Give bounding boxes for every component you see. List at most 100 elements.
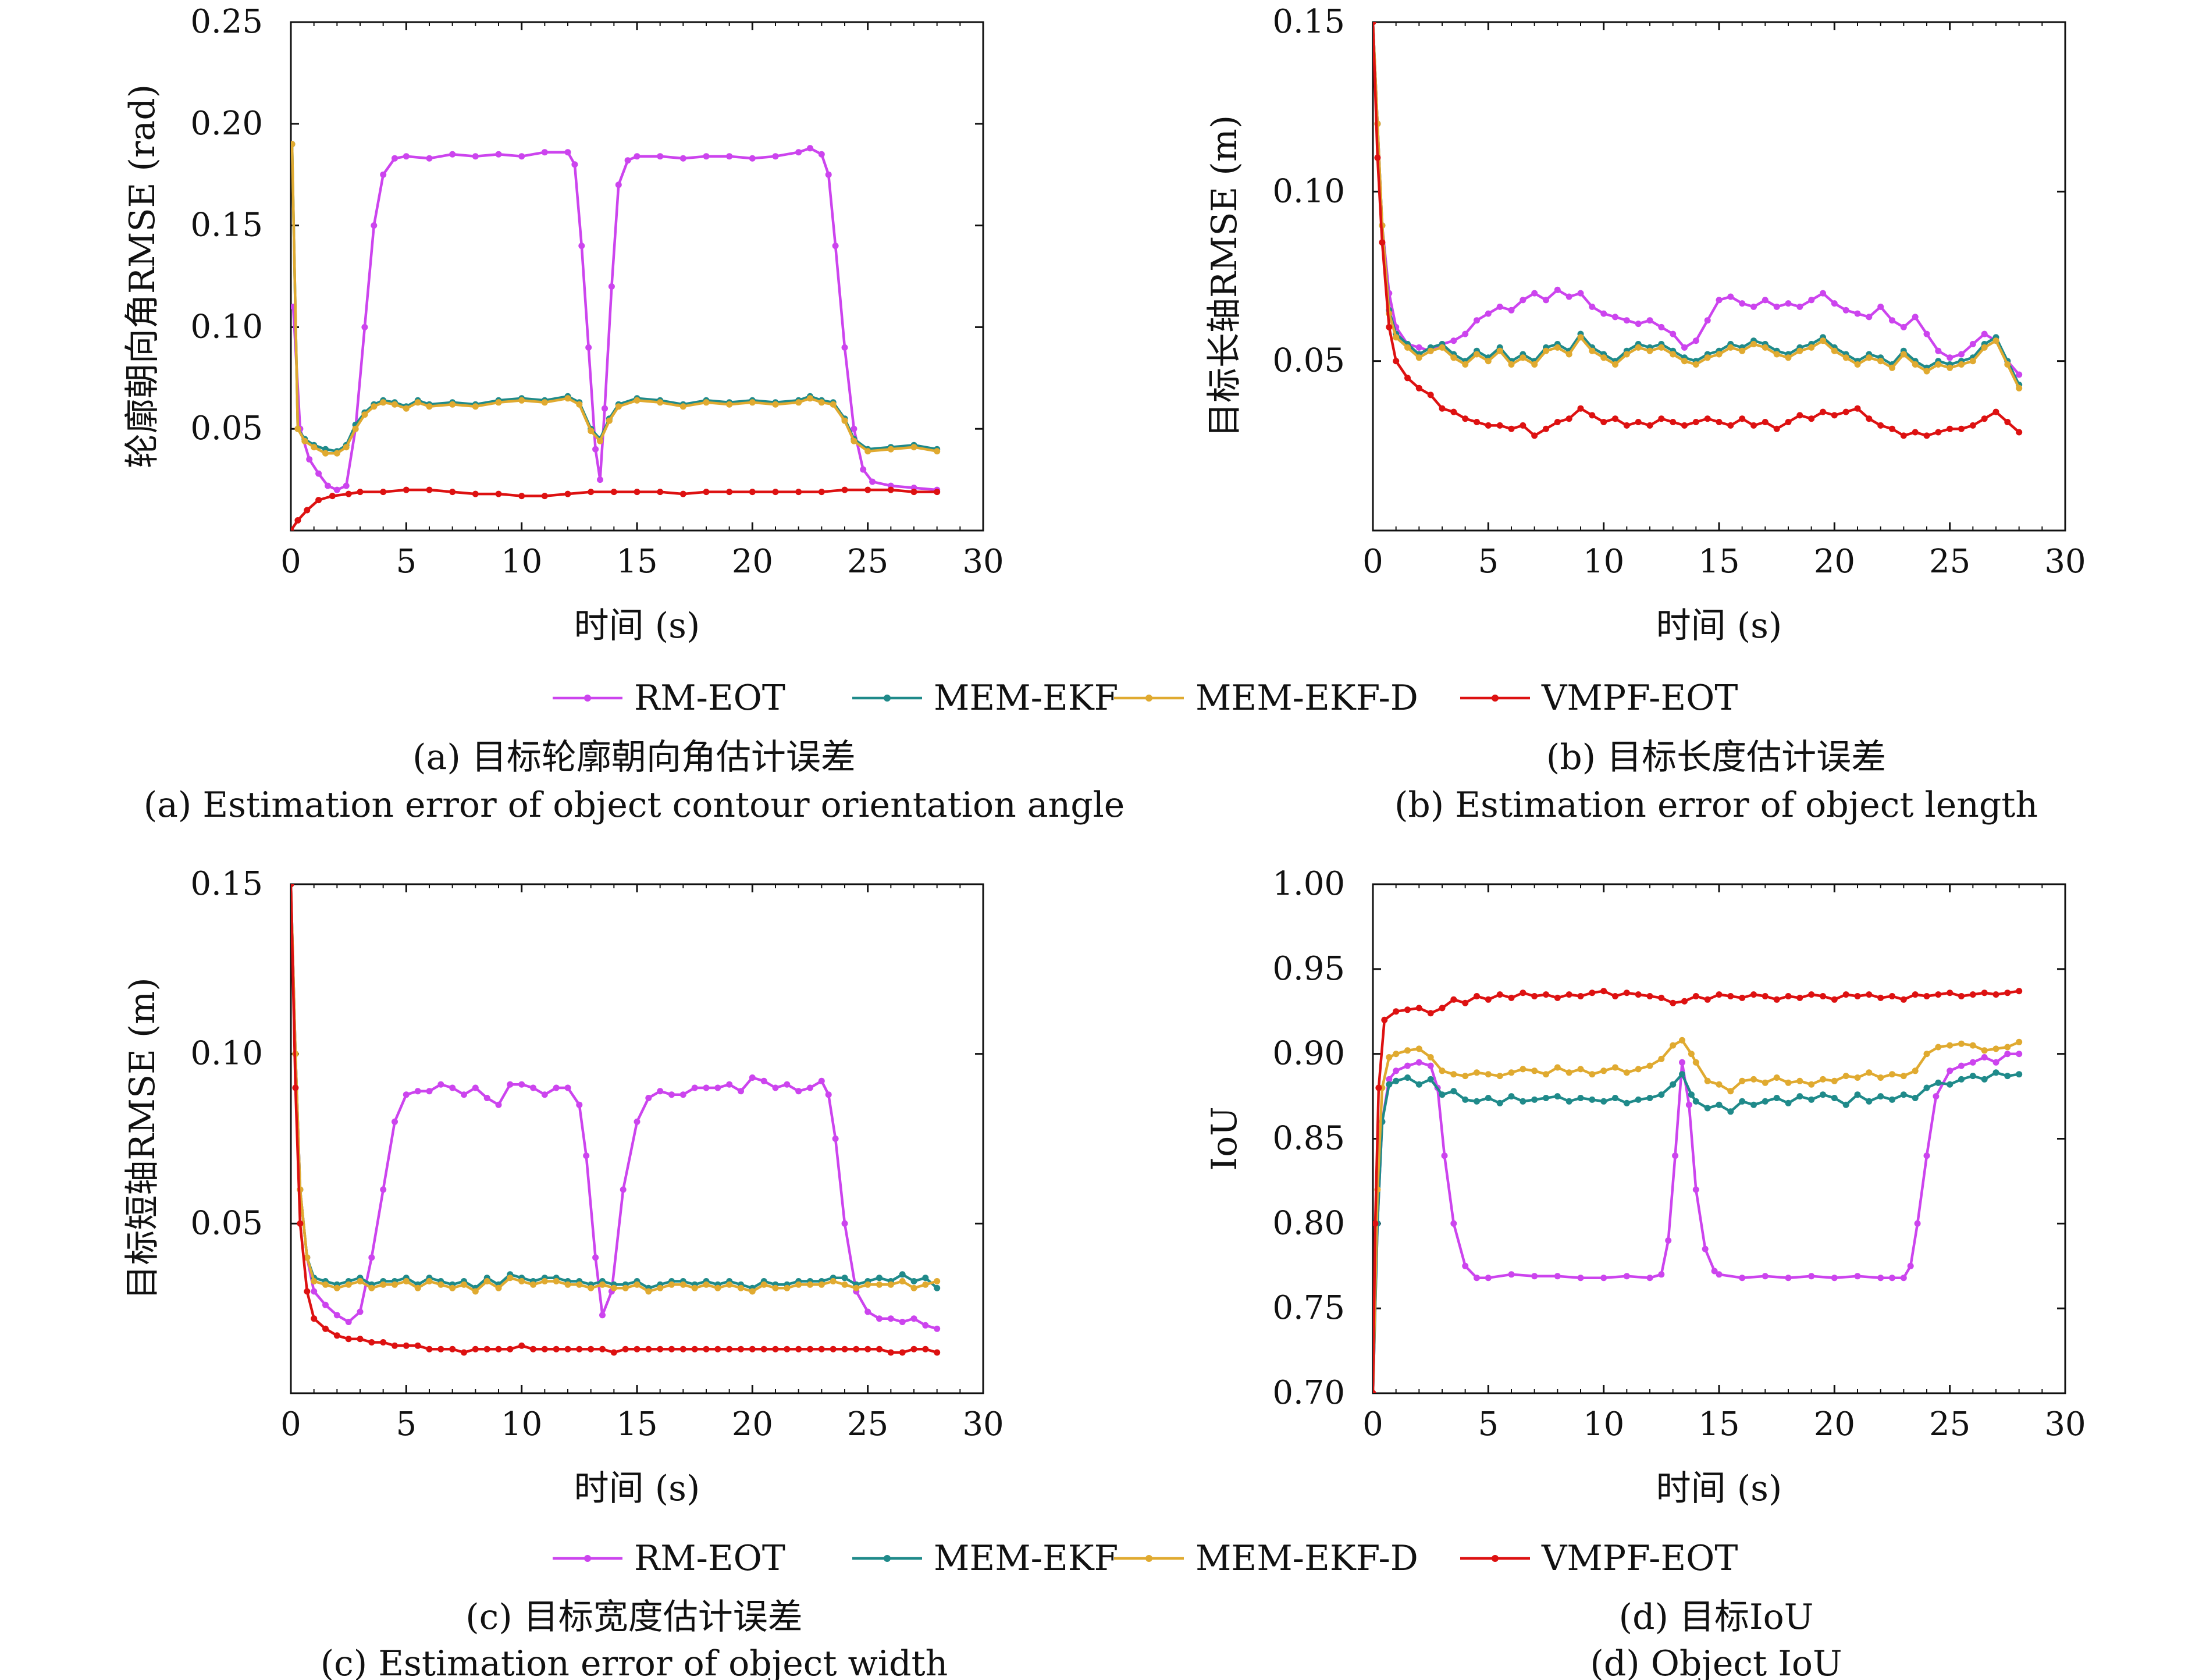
point-d-mem-ekf-d-31 [1692, 1059, 1699, 1066]
point-c-vmpf-eot-19 [483, 1346, 490, 1352]
point-a-rm-eot-6 [343, 482, 350, 489]
point-a-rm-eot-11 [392, 155, 398, 162]
point-c-mem-ekf-57 [922, 1275, 929, 1282]
point-d-rm-eot-31 [1762, 1273, 1769, 1280]
point-d-mem-ekf-52 [1935, 1079, 1942, 1086]
point-d-mem-ekf-23 [1612, 1095, 1618, 1101]
point-c-vmpf-eot-14 [426, 1346, 433, 1352]
point-d-vmpf-eot-53 [1958, 993, 1965, 999]
point-b-vmpf-eot-16 [1531, 432, 1538, 439]
point-c-mem-ekf-d-53 [876, 1281, 883, 1288]
y-tick-label-d-2: 0.80 [1272, 1204, 1345, 1242]
point-a-rm-eot-27 [615, 181, 622, 188]
point-a-rm-eot-9 [371, 222, 378, 229]
point-c-vmpf-eot-54 [887, 1349, 894, 1356]
point-a-vmpf-eot-13 [518, 493, 525, 500]
point-b-vmpf-eot-19 [1565, 415, 1572, 422]
point-a-mem-ekf-d-27 [657, 399, 664, 406]
point-d-mem-ekf-d-23 [1612, 1064, 1618, 1071]
y-axis-title-d: IoU [1204, 1106, 1245, 1170]
y-tick-label-b-0: 0.05 [1272, 342, 1345, 380]
point-c-mem-ekf-d-36 [679, 1281, 686, 1288]
point-c-mem-ekf-d-51 [853, 1284, 860, 1291]
point-c-mem-ekf-d-29 [599, 1281, 606, 1288]
point-d-mem-ekf-d-13 [1496, 1073, 1503, 1080]
point-c-mem-ekf-d-23 [530, 1281, 536, 1288]
point-a-vmpf-eot-4 [329, 493, 336, 500]
point-b-mem-ekf-d-33 [1727, 344, 1734, 351]
point-b-mem-ekf-d-57 [2004, 361, 2011, 368]
point-d-rm-eot-19 [1623, 1273, 1630, 1280]
point-a-vmpf-eot-9 [426, 486, 433, 493]
point-b-mem-ekf-d-16 [1531, 361, 1538, 368]
point-c-vmpf-eot-49 [830, 1346, 837, 1352]
point-c-rm-eot-36 [668, 1091, 675, 1098]
point-a-rm-eot-36 [795, 149, 802, 156]
x-tick-label-d-30: 30 [2044, 1405, 2086, 1443]
point-d-vmpf-eot-56 [1992, 991, 1999, 998]
point-a-rm-eot-32 [703, 153, 710, 160]
point-a-rm-eot-34 [749, 155, 756, 162]
point-d-vmpf-eot-8 [1439, 1005, 1446, 1012]
point-c-vmpf-eot-50 [841, 1346, 848, 1352]
point-c-vmpf-eot-25 [553, 1346, 560, 1352]
point-b-rm-eot-9 [1450, 337, 1457, 344]
point-d-mem-ekf-54 [1958, 1076, 1965, 1083]
point-b-rm-eot-16 [1531, 290, 1538, 297]
point-d-mem-ekf-42 [1820, 1091, 1826, 1098]
legend-top: RM-EOT MEM-EKF MEM-EKF-D VMPF-EOT [553, 678, 1738, 718]
point-c-mem-ekf-d-42 [749, 1288, 756, 1295]
point-b-mem-ekf-d-19 [1565, 351, 1572, 358]
point-d-rm-eot-29 [1716, 1271, 1723, 1278]
point-a-mem-ekf-d-28 [679, 403, 686, 410]
point-d-mem-ekf-21 [1589, 1096, 1596, 1103]
point-b-rm-eot-46 [1877, 303, 1884, 310]
y-tick-label-d-6: 1.00 [1272, 865, 1345, 903]
point-c-rm-eot-34 [645, 1095, 652, 1101]
point-c-vmpf-eot-26 [564, 1346, 571, 1352]
point-b-vmpf-eot-51 [1935, 429, 1942, 436]
point-d-mem-ekf-d-21 [1589, 1071, 1596, 1078]
point-d-vmpf-eot-5 [1404, 1006, 1411, 1013]
series-line-b-vmpf-eot [1373, 22, 2020, 437]
point-c-rm-eot-20 [495, 1101, 502, 1108]
point-a-vmpf-eot-5 [345, 490, 352, 497]
point-d-vmpf-eot-55 [1981, 990, 1988, 996]
point-c-mem-ekf-d-30 [610, 1284, 617, 1291]
point-c-mem-ekf-d-39 [714, 1284, 721, 1291]
caption-a-cn: (a) 目标轮廓朝向角估计误差 [412, 737, 856, 778]
point-c-mem-ekf-d-28 [588, 1284, 595, 1291]
point-d-mem-ekf-27 [1658, 1091, 1665, 1098]
panel-a-orientation-error: 0 5 10 15 20 25 30 0.05 0.10 0.15 0.20 0.25 时间 (s) 轮廓… [122, 3, 1004, 646]
caption-d-cn: (d) 目标IoU [1619, 1597, 1814, 1638]
point-b-vmpf-eot-18 [1554, 419, 1561, 425]
point-d-mem-ekf-30 [1688, 1091, 1695, 1098]
point-b-mem-ekf-d-54 [1969, 358, 1976, 365]
point-d-mem-ekf-39 [1785, 1099, 1792, 1106]
point-d-mem-ekf-7 [1427, 1076, 1434, 1083]
point-d-vmpf-eot-37 [1773, 996, 1780, 1003]
point-c-mem-ekf-d-10 [380, 1281, 387, 1288]
point-d-mem-ekf-d-37 [1762, 1079, 1769, 1086]
point-a-mem-ekf-d-30 [726, 401, 733, 408]
point-d-vmpf-eot-35 [1750, 991, 1757, 998]
y-tick-label-c-0: 0.05 [190, 1204, 263, 1242]
point-c-rm-eot-6 [333, 1312, 340, 1319]
series-line-c-mem-ekf-d [291, 884, 938, 1293]
point-d-vmpf-eot-11 [1474, 993, 1480, 999]
point-a-vmpf-eot-19 [657, 489, 664, 496]
point-a-rm-eot-19 [564, 149, 571, 156]
point-c-mem-ekf-d-46 [795, 1281, 802, 1288]
point-d-mem-ekf-d-53 [1947, 1042, 1954, 1049]
point-c-rm-eot-17 [461, 1091, 467, 1098]
point-c-mem-ekf-d-12 [403, 1278, 410, 1284]
point-b-rm-eot-47 [1889, 317, 1895, 324]
point-d-vmpf-eot-21 [1589, 990, 1596, 996]
point-b-vmpf-eot-1 [1374, 154, 1381, 161]
point-b-vmpf-eot-50 [1923, 432, 1930, 439]
point-b-mem-ekf-d-41 [1820, 337, 1826, 344]
point-d-vmpf-eot-16 [1531, 993, 1538, 999]
point-c-rm-eot-59 [922, 1322, 929, 1329]
point-a-rm-eot-18 [541, 149, 548, 156]
point-d-vmpf-eot-27 [1658, 994, 1665, 1001]
